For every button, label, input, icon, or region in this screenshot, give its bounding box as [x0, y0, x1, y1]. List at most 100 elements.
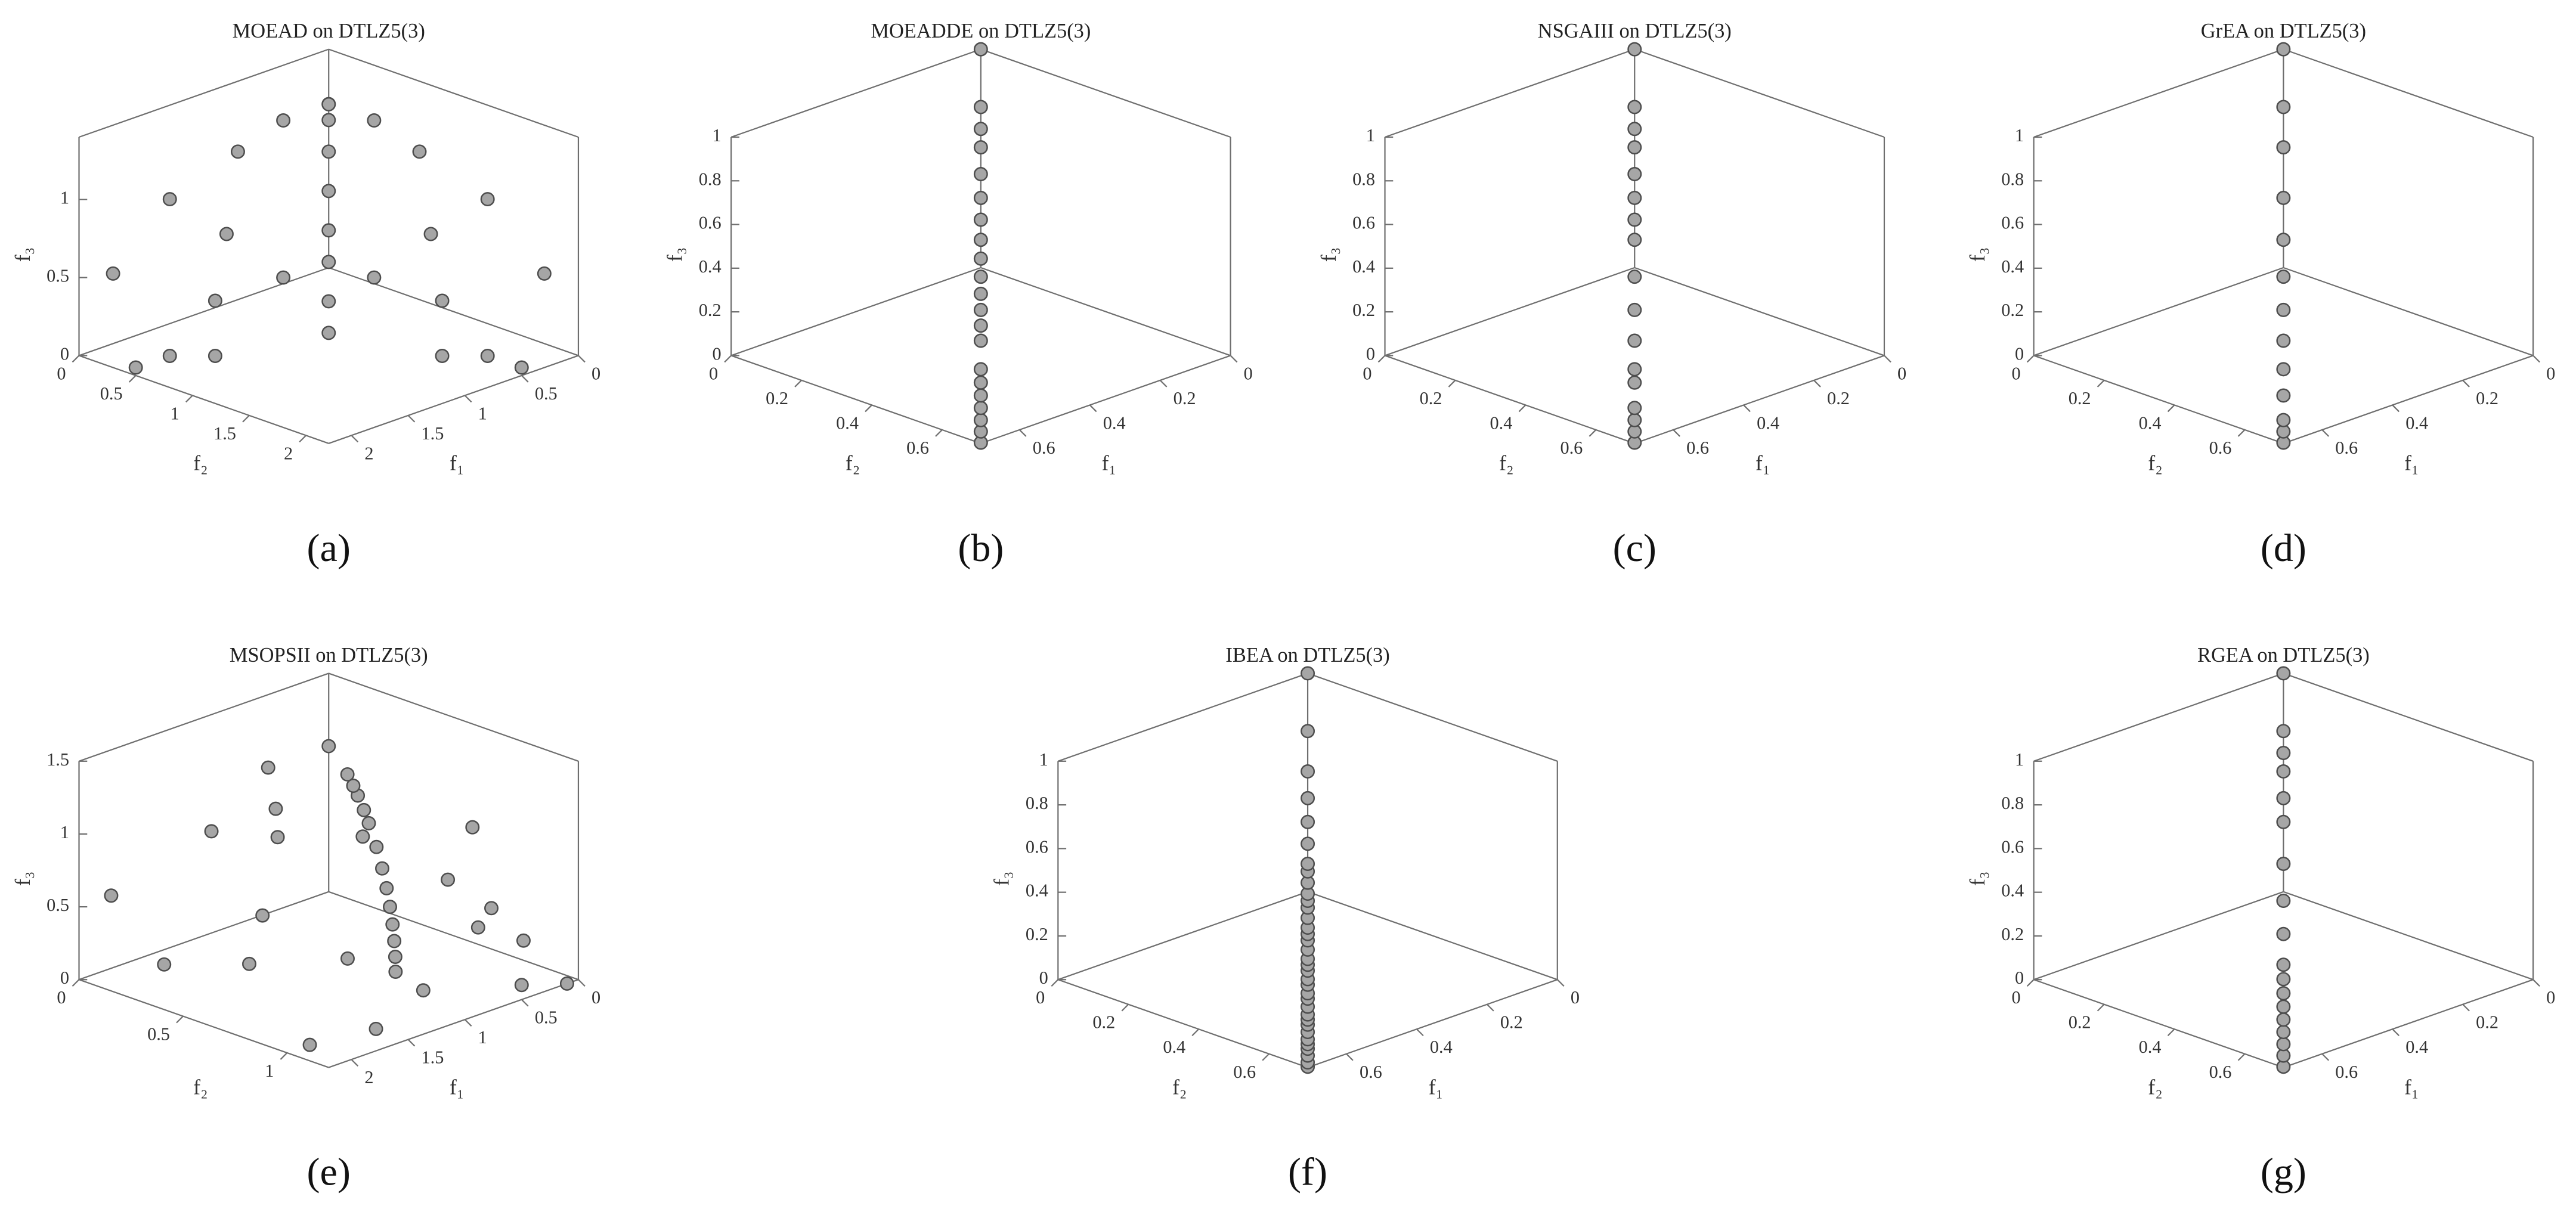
box-edge: [79, 672, 329, 762]
y-tick-mark: [1518, 404, 1527, 413]
x-axis-label: f₁: [450, 451, 464, 475]
point: [1627, 233, 1642, 247]
y-tick-mark: [1589, 429, 1597, 437]
point: [537, 266, 552, 281]
point: [1627, 122, 1642, 137]
z-tick-label: 1: [60, 822, 69, 842]
box-edge: [79, 891, 329, 981]
z-tick-label: 0.5: [47, 895, 69, 915]
y-tick-label: 0.2: [2069, 388, 2091, 408]
z-tick-label: 0.8: [1026, 793, 1048, 813]
point: [321, 739, 336, 754]
point: [973, 375, 988, 390]
x-tick-mark: [2321, 429, 2330, 437]
y-tick-mark: [2026, 355, 2035, 363]
subplot: 0 0.2 0.4 0.6 0.8 1 0 0.2 0.4 0.6 0 0.2 0.4 0.6 f₂ f₁ f₃…: [1317, 20, 1906, 570]
y-tick-label: 0: [57, 987, 66, 1008]
box-edge: [980, 355, 1231, 444]
x-tick-label: 0: [2546, 363, 2555, 383]
y-tick-mark: [176, 1015, 184, 1024]
x-tick-label: 0: [1897, 363, 1906, 383]
point: [559, 976, 574, 991]
point: [1627, 333, 1642, 348]
box-edge: [980, 266, 1231, 357]
box-edge: [2283, 979, 2534, 1068]
point: [219, 227, 234, 241]
x-tick-label: 0.2: [1500, 1012, 1523, 1033]
point: [973, 190, 988, 205]
x-tick-mark: [407, 1039, 416, 1047]
z-tick-label: 1: [2015, 749, 2024, 770]
subplot: 0 0.2 0.4 0.6 0.8 1 0 0.2 0.4 0.6 0 0.2 0.4 0.6 f₂ f₁ f₃…: [1965, 644, 2555, 1194]
box-edge: [79, 48, 329, 138]
point: [1627, 100, 1642, 114]
x-tick-mark: [1884, 355, 1891, 363]
point: [2276, 893, 2291, 908]
y-tick-mark: [185, 395, 193, 403]
y-tick-mark: [299, 435, 306, 443]
y-tick-label: 0.6: [1560, 438, 1583, 458]
point: [2276, 233, 2291, 247]
box-edge: [328, 355, 579, 444]
z-tick-label: 0.4: [1026, 881, 1048, 901]
point: [270, 830, 285, 845]
point: [2276, 1025, 2291, 1040]
x-tick-label: 0.2: [2476, 1012, 2498, 1033]
y-tick-mark: [280, 1052, 288, 1060]
y-tick-mark: [2026, 979, 2035, 987]
y-tick-label: 0.4: [2139, 1037, 2162, 1057]
y-tick-mark: [72, 979, 80, 987]
y-tick-label: 0: [2011, 987, 2020, 1008]
point: [973, 251, 988, 266]
x-tick-mark: [351, 435, 359, 443]
box-edge: [1634, 266, 1885, 357]
z-tick-label: 0: [1366, 343, 1375, 364]
point: [230, 144, 245, 159]
point: [2276, 957, 2291, 972]
subfigure-caption: (g): [2261, 1151, 2306, 1194]
y-tick-label: 0.2: [766, 388, 788, 408]
y-tick-mark: [794, 380, 802, 388]
x-tick-mark: [351, 1059, 359, 1067]
x-tick-label: 0.4: [2405, 1037, 2428, 1057]
box-edge: [1307, 891, 1558, 981]
y-tick-label: 2: [284, 443, 293, 463]
y-tick-label: 0: [1363, 363, 1371, 383]
x-tick-mark: [2532, 355, 2540, 363]
z-tick-label: 0.6: [699, 213, 722, 233]
box-edge: [980, 48, 1231, 138]
y-tick-mark: [865, 404, 872, 413]
box-edge: [328, 672, 579, 762]
y-tick-mark: [72, 355, 80, 363]
point: [973, 388, 988, 403]
box-edge: [730, 48, 982, 138]
point: [369, 1021, 383, 1036]
box-edge: [2033, 266, 2284, 357]
y-tick-label: 0.6: [2209, 1062, 2232, 1082]
box-edge: [1307, 672, 1558, 762]
point: [128, 360, 143, 375]
x-axis-label: f₁: [1102, 451, 1116, 475]
y-tick-mark: [1262, 1053, 1270, 1061]
box-edge: [328, 979, 579, 1068]
y-tick-label: 0.4: [836, 413, 859, 433]
y-tick-mark: [128, 375, 137, 383]
y-axis-label: f₂: [1172, 1075, 1187, 1099]
y-axis-label: f₂: [2148, 451, 2162, 475]
subplot: 0 0.5 1 0 0.5 1 1.5 2 0 0.5 1 1.5 2 f₂ f₁ f₃ MOEAD on DT…: [11, 20, 600, 570]
point: [321, 255, 336, 269]
point: [208, 349, 222, 364]
z-tick-label: 0: [60, 968, 69, 988]
box-edge: [328, 266, 579, 357]
point: [2276, 269, 2291, 284]
point: [321, 97, 336, 111]
x-axis-label: f₁: [2404, 1075, 2419, 1099]
point: [276, 113, 291, 128]
z-tick-label: 1: [1366, 125, 1375, 145]
x-tick-label: 0.6: [1360, 1062, 1382, 1082]
y-tick-mark: [935, 429, 943, 437]
point: [1301, 814, 1315, 829]
x-tick-mark: [2392, 404, 2399, 413]
x-axis-label: f₁: [1429, 1075, 1443, 1099]
point: [441, 872, 456, 887]
